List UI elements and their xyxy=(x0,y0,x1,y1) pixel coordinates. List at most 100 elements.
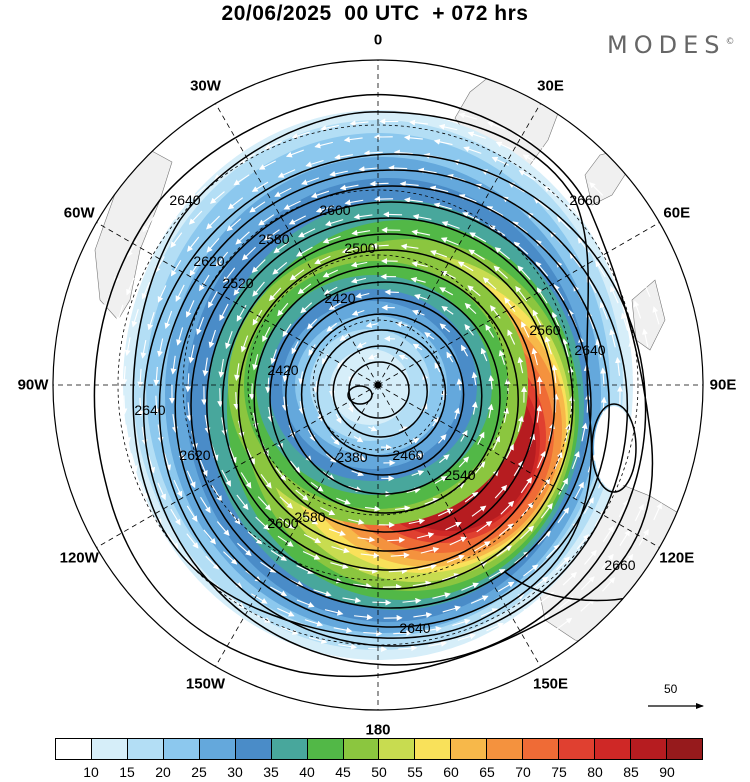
wind-vector xyxy=(308,344,316,356)
longitude-label: 30E xyxy=(537,77,564,95)
wind-vector xyxy=(418,563,437,570)
wind-vector xyxy=(449,536,468,546)
height-contours xyxy=(93,93,701,678)
contour-label: 2500 xyxy=(344,240,375,256)
wind-vector xyxy=(632,369,639,389)
wind-vector xyxy=(296,599,315,608)
wind-vector xyxy=(105,361,112,381)
wind-vector xyxy=(127,240,138,258)
wind-vector xyxy=(480,608,499,617)
wind-vector xyxy=(395,505,411,512)
wind-vector xyxy=(368,646,388,653)
wind-vector xyxy=(194,610,210,623)
wind-vector xyxy=(424,497,440,505)
wind-vector xyxy=(402,597,422,604)
wind-vector xyxy=(403,134,423,141)
wind-vector xyxy=(621,455,629,474)
wind-vector xyxy=(612,229,624,246)
wind-vector xyxy=(203,529,216,545)
wind-vector xyxy=(357,676,377,683)
wind-vector xyxy=(458,456,470,468)
wind-vector xyxy=(227,509,241,525)
wind-vector xyxy=(310,190,330,199)
wind-vector xyxy=(249,628,267,639)
wind-vector xyxy=(298,371,305,385)
wind-vector xyxy=(219,303,229,321)
colorbar-box xyxy=(415,739,452,759)
colorbar-label: 25 xyxy=(191,764,207,780)
wind-vector xyxy=(356,342,367,348)
wind-vector xyxy=(438,124,458,131)
wind-vector xyxy=(188,344,195,364)
longitude-label: 0 xyxy=(373,31,383,49)
wind-vector xyxy=(236,494,249,510)
wind-vector xyxy=(664,391,671,411)
wind-vector xyxy=(485,324,495,338)
wind-vector xyxy=(467,285,481,297)
wind-vector xyxy=(411,261,428,268)
wind-vector xyxy=(95,320,102,340)
wind-vector xyxy=(331,546,350,554)
wind-vector xyxy=(388,568,408,575)
wind-vector xyxy=(339,333,350,341)
wind-vector xyxy=(310,110,329,118)
wind-vector xyxy=(460,430,468,442)
wind-vector xyxy=(330,562,349,570)
wind-vector xyxy=(171,414,178,433)
wind-vector xyxy=(249,201,266,213)
height-contour xyxy=(158,169,629,647)
wind-vector xyxy=(131,502,141,520)
wind-vector xyxy=(493,265,509,279)
contour-label: 2420 xyxy=(324,290,355,306)
wind-vector xyxy=(153,395,160,415)
contour-label: 2420 xyxy=(267,362,298,378)
wind-vector xyxy=(277,607,295,617)
wind-vector xyxy=(513,241,529,255)
wind-vector xyxy=(124,424,131,444)
wind-vector xyxy=(556,617,573,630)
wind-vector xyxy=(439,323,451,333)
wind-vector xyxy=(417,167,437,174)
wind-vector xyxy=(121,366,128,386)
colorbar xyxy=(55,738,703,760)
wind-vector xyxy=(277,535,294,547)
wind-vector xyxy=(463,146,482,154)
wind-vector xyxy=(353,582,372,589)
wind-vector xyxy=(272,262,288,275)
wind-vector xyxy=(315,205,335,213)
colorbar-box xyxy=(631,739,667,759)
colorbar-box xyxy=(307,739,344,759)
wind-vector xyxy=(393,629,413,636)
colorbar-box xyxy=(451,739,488,759)
wind-vector xyxy=(291,131,310,139)
wind-vector xyxy=(471,371,478,385)
wind-vector xyxy=(413,294,428,301)
wind-vector xyxy=(298,666,318,674)
wind-vector xyxy=(126,277,135,296)
wind-vector xyxy=(353,213,373,220)
height-contour xyxy=(591,403,637,493)
wind-vector xyxy=(610,202,623,218)
wind-vector xyxy=(531,347,538,366)
wind-vector xyxy=(241,246,256,261)
meridian-line xyxy=(377,384,541,667)
wind-vector xyxy=(283,200,301,210)
wind-vector xyxy=(368,425,378,432)
wind-vector xyxy=(282,367,289,383)
wind-vector xyxy=(454,407,460,420)
wind-vector xyxy=(588,225,601,241)
colorbar-label: 20 xyxy=(155,764,171,780)
wind-vector xyxy=(225,330,233,350)
wind-vector xyxy=(138,252,149,270)
wind-vector xyxy=(658,276,667,294)
wind-vector xyxy=(336,497,351,505)
wind-vector xyxy=(467,131,486,139)
wind-vector xyxy=(409,119,429,126)
wind-vector xyxy=(276,641,295,650)
wind-vector xyxy=(480,347,488,362)
wind-vector xyxy=(598,470,607,489)
height-contour xyxy=(332,345,428,438)
wind-vector xyxy=(324,219,344,227)
wind-vector xyxy=(522,154,540,165)
meridian-line xyxy=(96,384,379,548)
